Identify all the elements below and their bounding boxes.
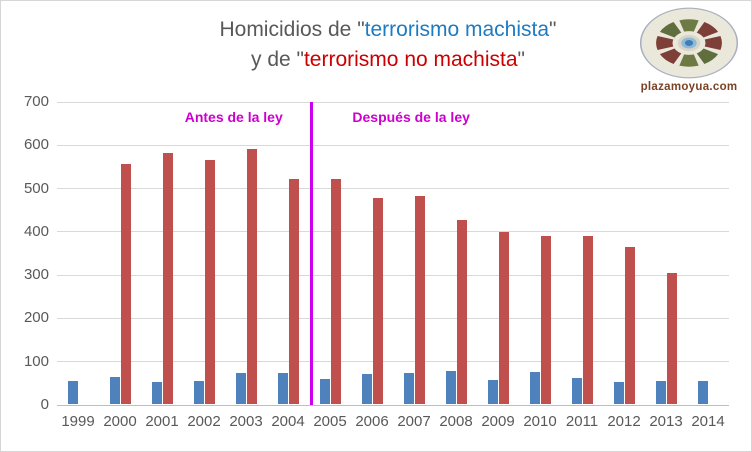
x-tick-2008: 2008 [439, 413, 473, 430]
plazamoyua-logo: plazamoyua.com [633, 6, 745, 93]
bar-machista-2000 [109, 376, 120, 404]
chart-title-line2: y de "terrorismo no machista" [13, 45, 751, 75]
x-tick-2005: 2005 [313, 413, 347, 430]
bar-machista-2014 [697, 380, 708, 404]
law-divider-line [310, 102, 313, 405]
bar-machista-2010 [529, 372, 540, 404]
bar-machista-2002 [193, 380, 204, 404]
y-tick-400: 400 [23, 222, 49, 240]
bar-no-machista-2006 [372, 197, 383, 404]
gridline-300 [57, 274, 729, 276]
gridline-200 [57, 317, 729, 319]
bar-no-machista-2008 [456, 220, 467, 404]
bar-machista-2013 [655, 380, 666, 404]
y-tick-0: 0 [40, 396, 49, 413]
bar-no-machista-2007 [414, 195, 425, 404]
bar-machista-2007 [403, 373, 414, 404]
y-tick-100: 100 [23, 352, 49, 370]
plot-area: Antes de la ley Después de la ley [57, 101, 729, 406]
bar-no-machista-2005 [330, 179, 341, 404]
y-tick-700: 700 [23, 93, 49, 110]
title-text-gray: Homicidios de " [219, 18, 365, 41]
x-tick-2000: 2000 [103, 413, 137, 430]
x-tick-2010: 2010 [523, 413, 557, 430]
chart-title-line1: Homicidios de "terrorismo machista" [13, 15, 751, 45]
x-tick-2002: 2002 [187, 413, 221, 430]
bar-no-machista-2000 [120, 164, 131, 404]
x-tick-2013: 2013 [649, 413, 683, 430]
y-tick-600: 600 [23, 136, 49, 154]
gridline-400 [57, 231, 729, 233]
bar-machista-2012 [613, 381, 624, 404]
y-tick-300: 300 [23, 266, 49, 284]
x-tick-2009: 2009 [481, 413, 515, 430]
plaza-aerial-icon [639, 7, 739, 79]
gridline-100 [57, 361, 729, 363]
title-text-gray: y de " [250, 48, 304, 71]
gridline-700 [57, 101, 729, 103]
bar-no-machista-2011 [582, 236, 593, 404]
chart-title: Homicidios de "terrorismo machista" y de… [13, 15, 751, 75]
bar-no-machista-2009 [498, 231, 509, 404]
x-axis-labels: 1999 2000 2001 2002 2003 2004 2005 2006 2007 2008… [57, 413, 729, 435]
bar-machista-1999 [67, 380, 78, 404]
bar-machista-2003 [235, 373, 246, 404]
bar-machista-2001 [151, 382, 162, 404]
x-tick-2003: 2003 [229, 413, 263, 430]
bar-no-machista-2003 [246, 149, 257, 404]
gridline-0 [57, 404, 729, 406]
title-quote: " [549, 18, 557, 41]
title-text-blue: terrorismo machista [364, 18, 550, 41]
y-tick-500: 500 [23, 179, 49, 197]
bar-machista-2009 [487, 379, 498, 404]
watermark-text: plazamoyua.com [640, 81, 738, 93]
x-tick-2012: 2012 [607, 413, 641, 430]
x-tick-2006: 2006 [355, 413, 389, 430]
bar-machista-2006 [361, 374, 372, 404]
x-tick-2011: 2011 [565, 413, 599, 430]
title-quote: " [517, 48, 526, 71]
y-tick-200: 200 [23, 309, 49, 327]
x-tick-2004: 2004 [271, 413, 305, 430]
bar-no-machista-2010 [540, 235, 551, 404]
bar-no-machista-2013 [666, 273, 677, 404]
x-tick-1999: 1999 [61, 413, 95, 430]
annotation-after-law: Después de la ley [352, 109, 470, 125]
x-tick-2007: 2007 [397, 413, 431, 430]
title-text-red: terrorismo no machista [303, 48, 518, 71]
bar-machista-2005 [319, 379, 330, 404]
gridline-500 [57, 188, 729, 190]
bar-machista-2008 [445, 371, 456, 404]
bar-machista-2011 [571, 377, 582, 404]
bar-machista-2004 [277, 372, 288, 404]
x-tick-2001: 2001 [145, 413, 179, 430]
bar-no-machista-2001 [162, 153, 173, 404]
bar-no-machista-2004 [288, 179, 299, 404]
bar-no-machista-2012 [624, 247, 635, 404]
x-tick-2014: 2014 [691, 413, 725, 430]
gridline-600 [57, 144, 729, 146]
bar-no-machista-2002 [204, 159, 215, 404]
annotation-before-law: Antes de la ley [184, 109, 283, 125]
